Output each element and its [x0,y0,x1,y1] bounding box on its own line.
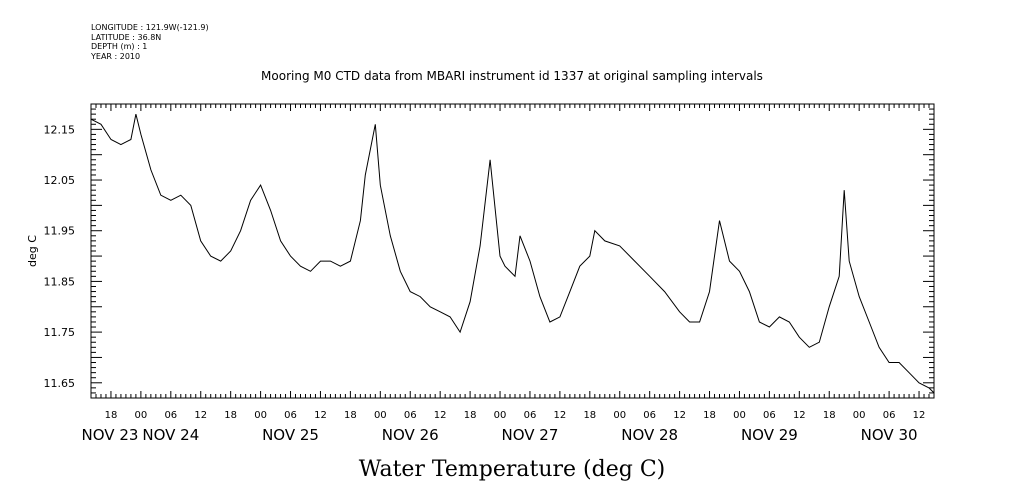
hour-tick-label: 06 [763,410,776,421]
day-label: NOV 27 [502,426,559,444]
y-tick-label: 11.85 [44,275,76,288]
hour-tick-label: 06 [883,410,896,421]
hour-tick-label: 00 [853,410,866,421]
metadata-block: LONGITUDE : 121.9W(-121.9) LATITUDE : 36… [91,23,209,61]
day-label: NOV 25 [262,426,319,444]
day-label: NOV 29 [741,426,798,444]
hour-tick-label: 18 [224,410,237,421]
y-tick-label: 11.75 [44,326,76,339]
day-label: NOV 23 [82,426,139,444]
hour-tick-label: 12 [434,410,447,421]
hour-tick-label: 00 [135,410,148,421]
hour-tick-label: 00 [374,410,387,421]
day-label: NOV 24 [142,426,199,444]
hour-tick-label: 18 [583,410,596,421]
hour-tick-label: 00 [254,410,267,421]
axis-ticks [90,103,935,399]
hour-tick-label: 18 [823,410,836,421]
hour-tick-label: 18 [703,410,716,421]
hour-tick-label: 00 [494,410,507,421]
day-label: NOV 30 [861,426,918,444]
longitude-label: LONGITUDE : 121.9W(-121.9) [91,23,209,32]
hour-tick-label: 06 [284,410,297,421]
hour-tick-label: 18 [464,410,477,421]
y-axis-label: deg C [26,235,39,267]
hour-tick-label: 12 [194,410,207,421]
hour-tick-label: 18 [105,410,118,421]
hour-tick-label: 12 [314,410,327,421]
hour-tick-label: 12 [913,410,926,421]
x-axis-label: Water Temperature (deg C) [359,457,666,482]
hour-tick-label: 06 [643,410,656,421]
hour-tick-label: 00 [733,410,746,421]
depth-label: DEPTH (m) : 1 [91,42,148,51]
plot-frame [90,103,935,399]
hour-tick-label: 12 [554,410,567,421]
y-tick-labels: 11.65 11.75 11.85 11.95 12.05 12.15 [44,123,76,389]
series-line [90,113,935,394]
latitude-label: LATITUDE : 36.8N [91,32,162,42]
day-label: NOV 28 [621,426,678,444]
x-tick-labels: 18 00 06 12 18 00 06 12 18 00 06 12 18 00 06 12 18 00 06 12… [82,410,926,444]
y-tick-label: 12.05 [44,174,76,187]
hour-tick-label: 12 [793,410,806,421]
hour-tick-label: 18 [344,410,357,421]
hour-tick-label: 00 [613,410,626,421]
chart-title: Mooring M0 CTD data from MBARI instrumen… [261,69,763,83]
hour-tick-label: 06 [524,410,537,421]
hour-tick-label: 06 [404,410,417,421]
y-tick-label: 11.65 [44,377,76,390]
hour-tick-label: 12 [673,410,686,421]
y-tick-label: 11.95 [44,225,76,238]
hour-tick-label: 06 [164,410,177,421]
day-label: NOV 26 [382,426,439,444]
year-label: YEAR : 2010 [91,51,141,61]
y-tick-label: 12.15 [44,123,76,136]
